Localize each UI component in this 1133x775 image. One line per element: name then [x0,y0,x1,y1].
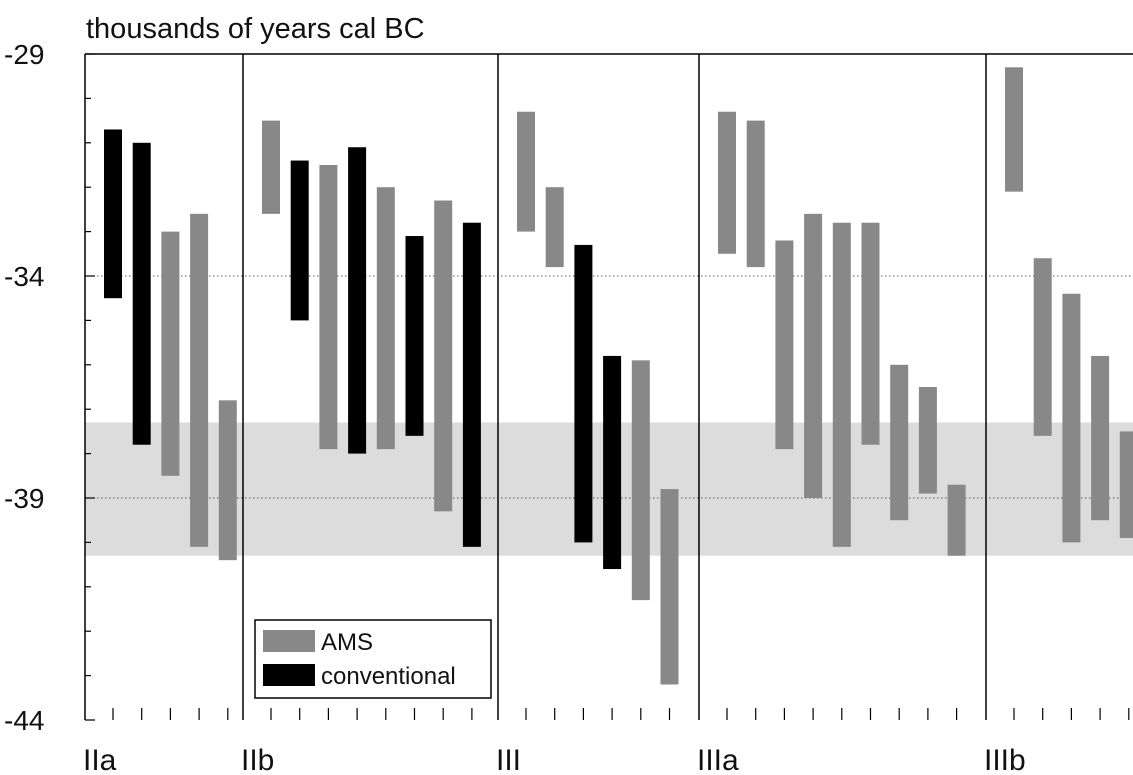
range-bar-ams [746,120,765,268]
range-bar-ams [1062,293,1081,543]
range-bar-conventional [104,129,122,299]
chart-title: thousands of years cal BC [86,13,425,45]
range-bar-ams [832,222,851,547]
range-bar-ams [660,489,679,685]
phase-label: IIb [241,744,274,775]
range-bar-ams [1033,258,1052,436]
range-bar-ams [1005,67,1023,192]
range-bar-ams [918,387,937,494]
legend-swatch-conventional [263,664,315,686]
range-bar-ams [890,364,909,521]
phase-label: IIa [83,744,117,775]
range-bar-ams [161,231,180,476]
legend-swatch-ams [263,630,315,652]
range-bar-ams [190,213,209,547]
range-bar-conventional [132,142,151,445]
range-bar-ams [545,187,564,268]
range-bar-ams [1091,355,1110,521]
range-bar-conventional [348,147,367,454]
y-tick-label: -29 [4,39,44,70]
range-bar-ams [1119,431,1133,538]
legend-label-ams: AMS [321,629,373,656]
legend: AMS conventional [254,619,492,699]
range-bar-conventional [603,355,622,570]
y-tick-label: -34 [4,261,44,292]
phase-label: IIIa [697,744,739,775]
range-bar-ams [517,111,535,232]
y-tick-label: -44 [4,705,44,736]
range-bar-ams [218,400,237,561]
range-bar-ams [718,111,736,254]
range-bar-ams [262,120,280,214]
range-bar-ams [804,213,823,498]
y-tick-label: -39 [4,483,44,514]
range-bar-conventional [574,244,593,543]
range-bar-conventional [405,236,424,436]
range-bar-ams [376,187,395,450]
legend-label-conventional: conventional [321,663,456,690]
range-bar-ams [631,360,650,601]
range-bar-ams [947,484,966,556]
range-bar-ams [861,222,880,445]
phase-label: III [496,744,521,775]
phase-label: IIIb [984,744,1026,775]
range-bar-conventional [290,160,309,321]
range-bar-conventional [462,222,481,547]
range-bar-ams [434,200,453,512]
range-bar-ams [775,240,794,450]
range-bar-ams [319,165,338,450]
